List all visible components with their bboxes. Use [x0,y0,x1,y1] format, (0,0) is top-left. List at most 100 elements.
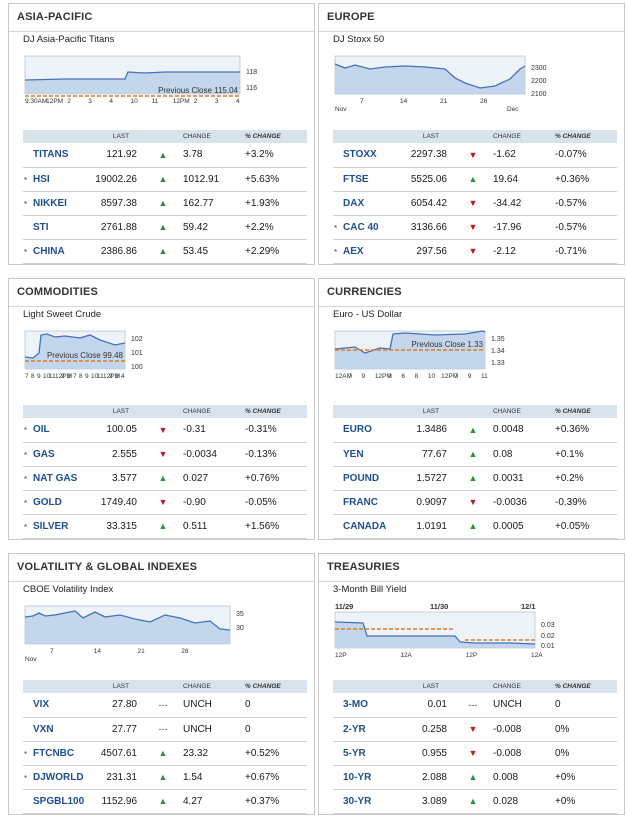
symbol-cell[interactable]: POUND [333,466,405,491]
table-row[interactable]: * GOLD 1749.40 ▼ -0.90 -0.05% [23,490,307,515]
symbol-cell[interactable]: 2-YR [333,717,405,742]
symbol-link[interactable]: DJWORLD [33,771,84,783]
table-row[interactable]: SPGBL100 1152.96 ▲ 4.27 +0.37% [23,789,307,814]
symbol-link[interactable]: FTCNBC [33,747,75,759]
symbol-link[interactable]: DAX [343,197,365,209]
symbol-link[interactable]: HSI [33,173,50,185]
table-row[interactable]: 10-YR 2.088 ▲ 0.008 +0% [333,765,617,790]
table-row[interactable]: * DJWORLD 231.31 ▲ 1.54 +0.67% [23,765,307,790]
table-row[interactable]: EURO 1.3486 ▲ 0.0048 +0.36% [333,418,617,443]
symbol-cell[interactable]: EURO [333,418,405,443]
table-row[interactable]: * FTCNBC 4507.61 ▲ 23.32 +0.52% [23,741,307,766]
symbol-link[interactable]: TITANS [33,149,69,161]
table-row[interactable]: TITANS 121.92 ▲ 3.78 +3.2% [23,143,307,168]
table-row[interactable]: * SILVER 33.315 ▲ 0.511 +1.56% [23,514,307,539]
symbol-cell[interactable]: FRANC [333,490,405,515]
symbol-cell[interactable]: DAX [333,191,405,216]
symbol-cell[interactable]: * GAS [23,442,95,467]
symbol-link[interactable]: CANADA [343,520,387,532]
symbol-link[interactable]: STI [33,221,49,233]
table-row[interactable]: FTSE 5525.06 ▲ 19.64 +0.36% [333,167,617,192]
symbol-cell[interactable]: VXN [23,717,95,742]
symbol-cell[interactable]: * CHINA [23,239,95,264]
symbol-link[interactable]: SILVER [33,520,69,532]
symbol-link[interactable]: NAT GAS [33,472,78,484]
symbol-link[interactable]: EURO [343,424,372,436]
symbol-cell[interactable]: 5-YR [333,741,405,766]
symbol-cell[interactable]: * OIL [23,418,95,443]
symbol-link[interactable]: 30-YR [343,795,372,807]
volatility-chart[interactable]: 35 30 7 14 21 28 Nov [23,600,303,678]
symbol-cell[interactable]: * GOLD [23,490,95,515]
symbol-cell[interactable]: SPGBL100 [23,789,95,814]
symbol-cell[interactable]: 3-MO [333,693,405,718]
symbol-cell[interactable]: * DJWORLD [23,765,95,790]
europe-chart[interactable]: 2300 2200 2100 7 14 21 28 Nov Dec [333,50,613,128]
table-row[interactable]: * CAC 40 3136.66 ▼ -17.96 -0.57% [333,215,617,240]
symbol-link[interactable]: STOXX [343,149,377,161]
symbol-link[interactable]: POUND [343,472,380,484]
symbol-cell[interactable]: * AEX [333,239,405,264]
currencies-title[interactable]: CURRENCIES [319,279,624,307]
symbol-link[interactable]: 3-MO [343,699,368,711]
symbol-cell[interactable]: * CAC 40 [333,215,405,240]
symbol-cell[interactable]: * NIKKEI [23,191,95,216]
symbol-cell[interactable]: 10-YR [333,765,405,790]
symbol-link[interactable]: CHINA [33,245,65,257]
table-row[interactable]: STOXX 2297.38 ▼ -1.62 -0.07% [333,143,617,168]
symbol-link[interactable]: GAS [33,448,55,460]
table-row[interactable]: 5-YR 0.955 ▼ -0.008 0% [333,741,617,766]
treasuries-title[interactable]: TREASURIES [319,554,624,582]
table-row[interactable]: VXN 27.77 --- UNCH 0 [23,717,307,742]
symbol-cell[interactable]: 30-YR [333,789,405,814]
asia-pacific-title[interactable]: ASIA-PACIFIC [9,4,314,32]
symbol-link[interactable]: CAC 40 [343,221,379,233]
symbol-link[interactable]: 5-YR [343,747,366,759]
symbol-cell[interactable]: CANADA [333,514,405,539]
europe-title[interactable]: EUROPE [319,4,624,32]
symbol-cell[interactable]: STOXX [333,143,405,168]
symbol-cell[interactable]: YEN [333,442,405,467]
symbol-cell[interactable]: STI [23,215,95,240]
table-row[interactable]: * AEX 297.56 ▼ -2.12 -0.71% [333,239,617,264]
symbol-cell[interactable]: VIX [23,693,95,718]
symbol-cell[interactable]: * NAT GAS [23,466,95,491]
symbol-cell[interactable]: TITANS [23,143,95,168]
symbol-cell[interactable]: FTSE [333,167,405,192]
symbol-link[interactable]: 2-YR [343,723,366,735]
symbol-cell[interactable]: * FTCNBC [23,741,95,766]
symbol-link[interactable]: GOLD [33,496,62,508]
symbol-link[interactable]: VIX [33,699,50,711]
commodities-title[interactable]: COMMODITIES [9,279,314,307]
table-row[interactable]: * GAS 2.555 ▼ -0.0034 -0.13% [23,442,307,467]
symbol-link[interactable]: FRANC [343,496,378,508]
table-row[interactable]: DAX 6054.42 ▼ -34.42 -0.57% [333,191,617,216]
symbol-link[interactable]: NIKKEI [33,197,67,209]
symbol-cell[interactable]: * HSI [23,167,95,192]
volatility-title[interactable]: VOLATILITY & GLOBAL INDEXES [9,554,314,582]
table-row[interactable]: CANADA 1.0191 ▲ 0.0005 +0.05% [333,514,617,539]
symbol-link[interactable]: OIL [33,424,50,436]
table-row[interactable]: * NIKKEI 8597.38 ▲ 162.77 +1.93% [23,191,307,216]
table-row[interactable]: * OIL 100.05 ▼ -0.31 -0.31% [23,418,307,443]
table-row[interactable]: * NAT GAS 3.577 ▲ 0.027 +0.76% [23,466,307,491]
table-row[interactable]: VIX 27.80 --- UNCH 0 [23,693,307,718]
table-row[interactable]: 3-MO 0.01 --- UNCH 0 [333,693,617,718]
table-row[interactable]: YEN 77.67 ▲ 0.08 +0.1% [333,442,617,467]
table-row[interactable]: * CHINA 2386.86 ▲ 53.45 +2.29% [23,239,307,264]
table-row[interactable]: STI 2761.88 ▲ 59.42 +2.2% [23,215,307,240]
symbol-link[interactable]: AEX [343,245,364,257]
symbol-link[interactable]: YEN [343,448,364,460]
symbol-link[interactable]: VXN [33,723,54,735]
table-row[interactable]: POUND 1.5727 ▲ 0.0031 +0.2% [333,466,617,491]
table-row[interactable]: 2-YR 0.258 ▼ -0.008 0% [333,717,617,742]
table-row[interactable]: FRANC 0.9097 ▼ -0.0036 -0.39% [333,490,617,515]
table-row[interactable]: * HSI 19002.26 ▲ 1012.91 +5.63% [23,167,307,192]
symbol-cell[interactable]: * SILVER [23,514,95,539]
table-row[interactable]: 30-YR 3.089 ▲ 0.028 +0% [333,789,617,814]
symbol-link[interactable]: SPGBL100 [33,795,85,807]
treasuries-chart[interactable]: 0.03 0.02 0.01 12P 12A 12P 12A 11/29 11/30 12/1 [333,600,613,678]
